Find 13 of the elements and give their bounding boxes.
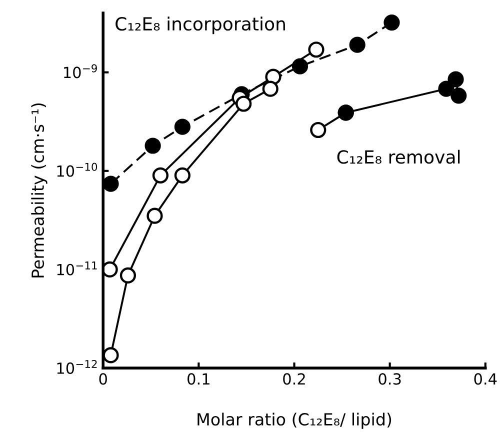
x-tick-label: 0.3 bbox=[378, 373, 401, 385]
x-tick-label: 0.1 bbox=[188, 373, 210, 385]
x-axis-title: Molar ratio (C₁₂E₈/ lipid) bbox=[198, 412, 392, 429]
x-tick-label: 0.4 bbox=[474, 373, 497, 385]
annotation: C₁₂E₈ incorporation bbox=[116, 16, 285, 34]
y-tick-label: 10$^{−10}$ bbox=[57, 162, 98, 177]
annotation: C₁₂E₈ removal bbox=[337, 150, 460, 164]
y-tick-label: 10$^{−9}$ bbox=[64, 64, 97, 78]
y-axis-title: Permeability (cm·s⁻¹) bbox=[31, 103, 48, 278]
x-tick-label: 0 bbox=[99, 373, 107, 385]
y-tick-label: 10$^{−11}$ bbox=[57, 262, 97, 276]
x-tick-label: 0.2 bbox=[283, 373, 305, 385]
y-tick-label: 10$^{−12}$ bbox=[57, 360, 97, 374]
